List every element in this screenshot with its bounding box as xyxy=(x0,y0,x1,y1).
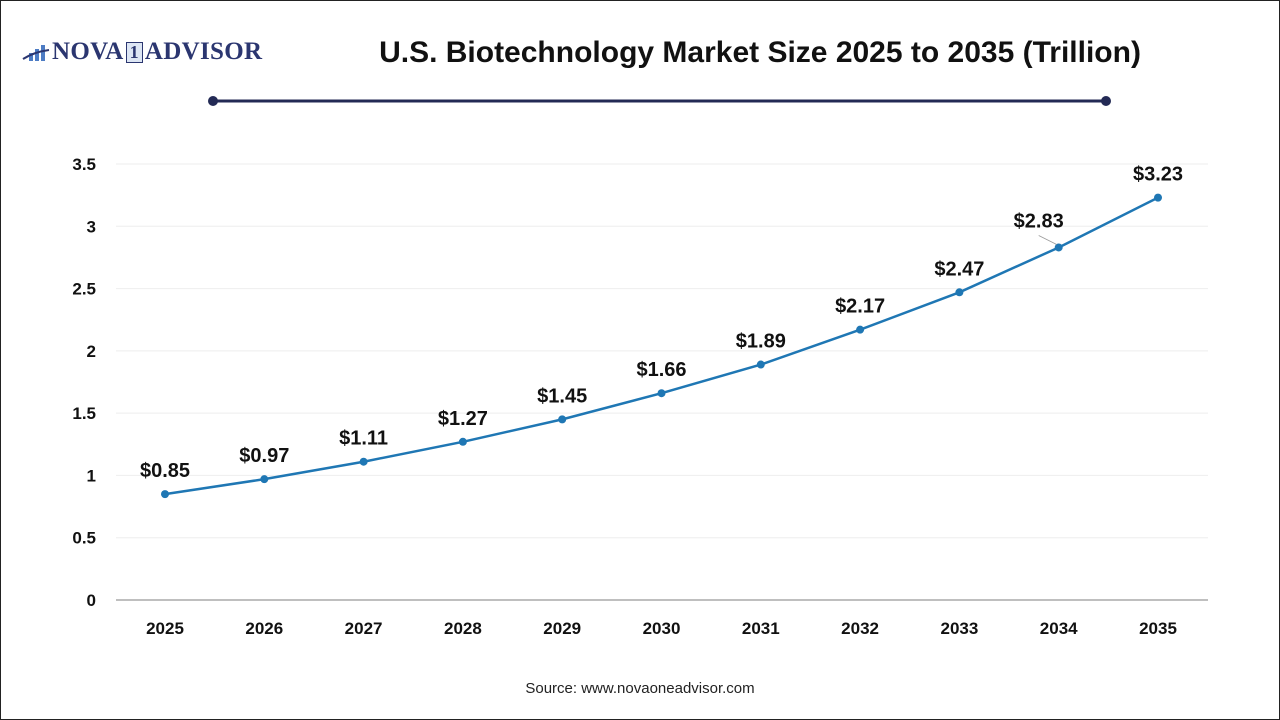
data-label: $2.47 xyxy=(934,258,984,280)
x-tick-label: 2035 xyxy=(1139,619,1177,638)
x-tick-label: 2026 xyxy=(245,619,283,638)
data-label: $1.45 xyxy=(537,385,587,407)
data-point xyxy=(955,288,964,297)
data-label: $1.11 xyxy=(339,428,388,450)
x-tick-label: 2027 xyxy=(345,619,383,638)
data-label: $1.89 xyxy=(736,331,786,353)
logo-text-one: 1 xyxy=(125,41,143,63)
data-label: $0.85 xyxy=(140,460,190,482)
gridlines xyxy=(116,163,1208,539)
data-label: $1.66 xyxy=(636,359,686,381)
x-tick-label: 2028 xyxy=(444,619,482,638)
data-label: $3.23 xyxy=(1133,164,1183,186)
x-tick-label: 2030 xyxy=(643,619,681,638)
y-tick-label: 2.5 xyxy=(72,280,96,299)
chart-title: U.S. Biotechnology Market Size 2025 to 2… xyxy=(379,36,1141,69)
series-line xyxy=(164,196,1159,496)
data-point xyxy=(657,389,666,398)
data-points xyxy=(161,193,1162,499)
data-label-leader xyxy=(1038,235,1057,245)
data-label: $2.17 xyxy=(835,296,885,318)
data-labels: $0.85 $0.97 $1.11 $1.27 $1.45 $1.66 $1.89 $2.17… xyxy=(140,164,1183,482)
y-tick-label: 3.5 xyxy=(72,155,96,174)
x-axis-ticks: 2025 2026 2027 2028 2029 2030 2031 2032 2033 2034… xyxy=(146,619,1177,638)
data-label: $0.97 xyxy=(239,445,289,467)
data-label: $2.83 xyxy=(1014,210,1064,232)
y-tick-label: 1 xyxy=(87,466,96,485)
data-point xyxy=(1054,243,1063,252)
y-tick-label: 0 xyxy=(87,591,96,610)
y-tick-label: 2 xyxy=(87,342,96,361)
x-tick-label: 2025 xyxy=(146,619,184,638)
y-axis-ticks: 0 0.5 1 1.5 2 2.5 3 3.5 xyxy=(72,155,96,610)
x-tick-label: 2034 xyxy=(1040,619,1078,638)
y-tick-label: 1.5 xyxy=(72,404,96,423)
data-point xyxy=(856,325,865,334)
logo: NOVA 1 ADVISOR xyxy=(22,38,262,66)
data-label: $1.27 xyxy=(438,408,488,430)
source-note: Source: www.novaoneadvisor.com xyxy=(525,680,755,697)
logo-text-nova: NOVA xyxy=(52,38,124,65)
y-tick-label: 0.5 xyxy=(72,529,96,548)
x-tick-label: 2029 xyxy=(543,619,581,638)
x-tick-label: 2033 xyxy=(940,619,978,638)
data-point xyxy=(756,360,765,369)
data-point xyxy=(1154,193,1162,202)
data-point xyxy=(359,457,368,466)
data-point xyxy=(161,490,169,499)
x-tick-label: 2032 xyxy=(841,619,879,638)
data-point xyxy=(558,415,567,424)
y-tick-label: 3 xyxy=(87,217,96,236)
data-point xyxy=(260,475,269,484)
bar-chart-swoosh-icon xyxy=(22,45,50,61)
logo-text-advisor: ADVISOR xyxy=(144,38,263,65)
x-tick-label: 2031 xyxy=(742,619,780,638)
data-point xyxy=(458,437,467,446)
